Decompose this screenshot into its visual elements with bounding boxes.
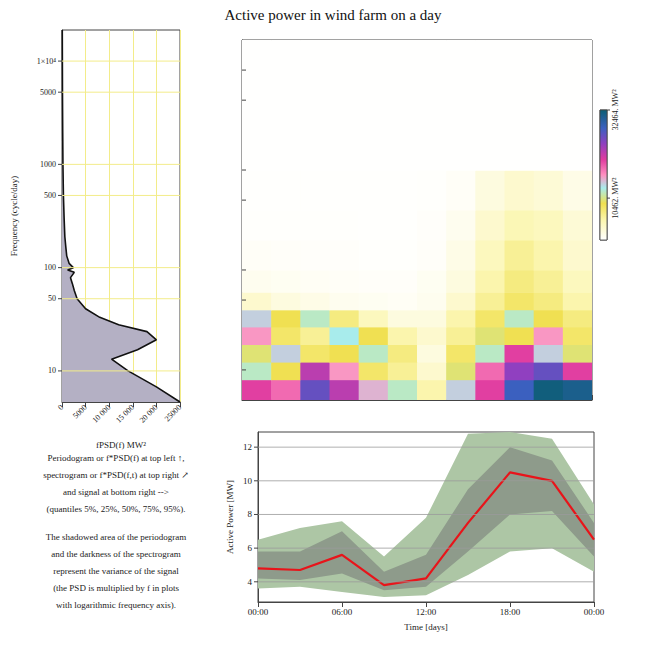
svg-text:Active Power [MW]: Active Power [MW] <box>225 480 235 554</box>
svg-text:and signal at bottom right -->: and signal at bottom right --> <box>63 487 169 497</box>
svg-text:10462. MW²: 10462. MW² <box>611 177 620 219</box>
svg-text:5000: 5000 <box>71 403 89 421</box>
svg-text:25000: 25000 <box>163 403 183 423</box>
svg-text:spectrogram or f*PSD(f,t) at t: spectrogram or f*PSD(f,t) at top right ↗ <box>43 470 189 480</box>
svg-text:10: 10 <box>48 366 56 375</box>
svg-text:(quantiles 5%, 25%, 50%, 75%,: (quantiles 5%, 25%, 50%, 75%, 95%). <box>47 504 186 514</box>
svg-text:1×10⁴: 1×10⁴ <box>37 57 57 66</box>
svg-text:00:00: 00:00 <box>584 607 605 617</box>
svg-text:500: 500 <box>44 191 56 200</box>
svg-text:5000: 5000 <box>40 88 56 97</box>
svg-text:with logarithmic frequency axi: with logarithmic frequency axis). <box>56 600 176 610</box>
svg-text:10 000: 10 000 <box>90 403 112 425</box>
svg-text:12:00: 12:00 <box>416 607 437 617</box>
svg-text:6: 6 <box>248 543 253 553</box>
svg-text:The shadowed area of the perio: The shadowed area of the periodogram <box>46 532 187 542</box>
svg-text:100: 100 <box>44 263 56 272</box>
svg-text:18:00: 18:00 <box>500 607 521 617</box>
svg-text:8: 8 <box>248 509 253 519</box>
svg-text:32464. MW²: 32464. MW² <box>611 89 620 131</box>
svg-text:represent the variance of the: represent the variance of the signal <box>53 566 179 576</box>
svg-text:10: 10 <box>243 476 253 486</box>
svg-text:12: 12 <box>243 442 252 452</box>
svg-text:4: 4 <box>248 577 253 587</box>
svg-text:and the darkness of the spectr: and the darkness of the spectrogram <box>51 549 181 559</box>
svg-text:Time [days]: Time [days] <box>404 622 447 632</box>
svg-text:Periodogram or f*PSD(f) at top: Periodogram or f*PSD(f) at top left ↑, <box>47 453 184 463</box>
svg-text:1000: 1000 <box>40 160 56 169</box>
svg-text:Frequency (cycle/day): Frequency (cycle/day) <box>9 176 19 257</box>
svg-text:06:00: 06:00 <box>332 607 353 617</box>
svg-text:fPSD(f) MW²: fPSD(f) MW² <box>96 440 146 450</box>
svg-text:0: 0 <box>56 403 65 412</box>
svg-text:15 000: 15 000 <box>114 403 136 425</box>
svg-text:20 000: 20 000 <box>138 403 160 425</box>
svg-text:50: 50 <box>48 294 56 303</box>
svg-text:(the PSD is multiplied by f in: (the PSD is multiplied by f in plots <box>53 583 179 593</box>
svg-text:00:00: 00:00 <box>248 607 269 617</box>
svg-text:Active power in wind farm on a: Active power in wind farm on a day <box>224 7 442 23</box>
